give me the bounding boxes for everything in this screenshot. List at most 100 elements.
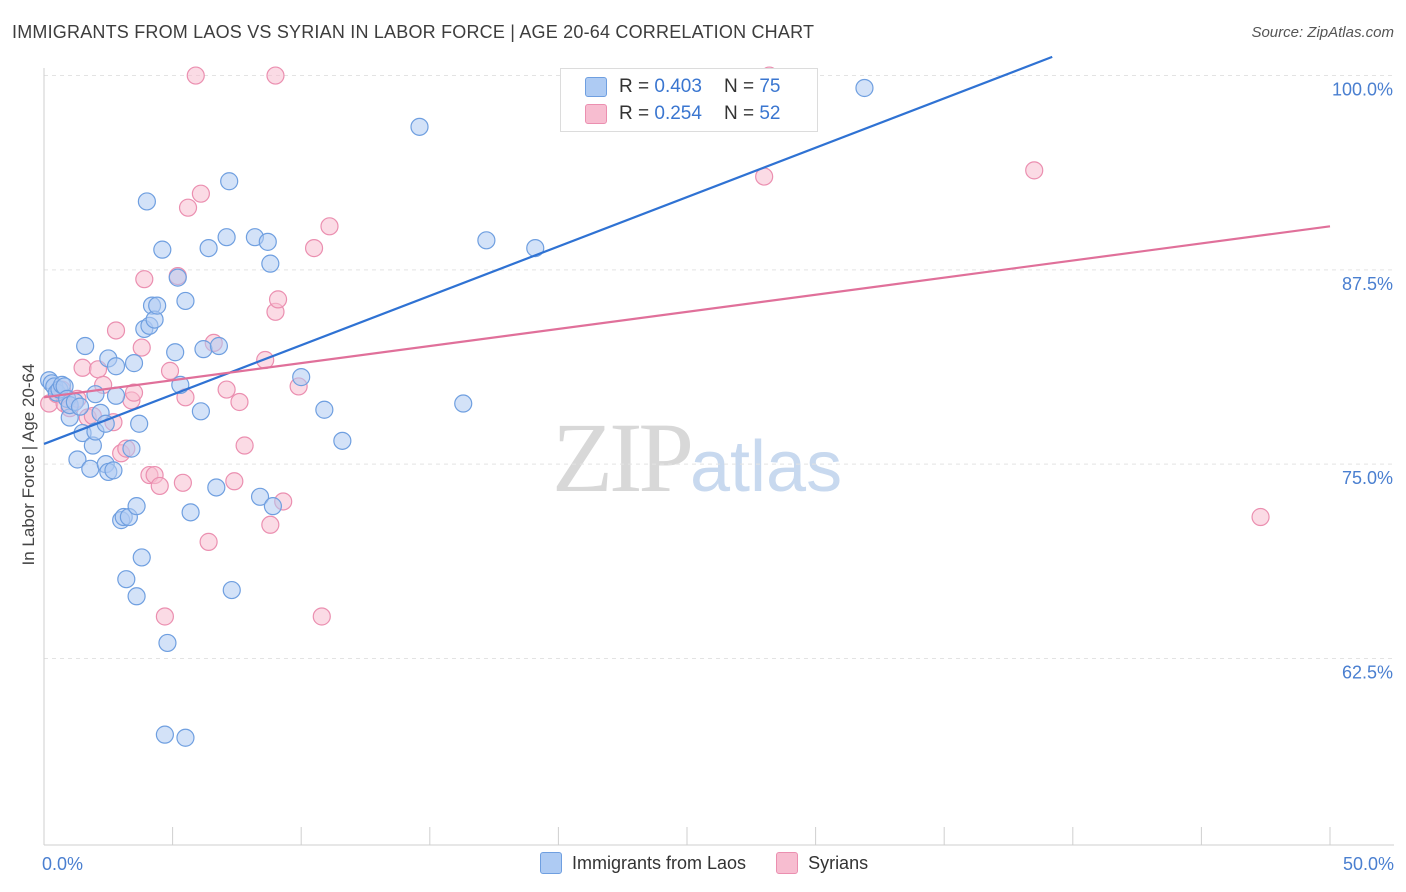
point-laos <box>153 240 172 259</box>
point-syrians <box>225 472 244 491</box>
point-syrians <box>320 217 339 236</box>
legend-r-value-laos: 0.403 <box>654 76 702 97</box>
trendline-laos <box>43 55 1053 445</box>
point-syrians <box>73 358 92 377</box>
point-laos <box>117 570 136 589</box>
trendline-syrians <box>43 225 1331 399</box>
point-laos <box>106 386 126 405</box>
point-syrians <box>261 515 280 534</box>
series-legend: Immigrants from Laos Syrians <box>540 852 868 874</box>
point-laos <box>76 336 95 356</box>
point-syrians <box>160 361 180 380</box>
point-laos <box>168 268 187 287</box>
point-syrians <box>268 290 288 309</box>
point-syrians <box>304 238 324 258</box>
syrians-legend-swatch <box>776 852 799 874</box>
point-laos <box>454 394 473 413</box>
point-laos <box>127 587 146 606</box>
point-laos <box>158 633 177 653</box>
stats-legend: R = 0.403 N = 75 R = 0.254 N = 52 <box>560 68 818 132</box>
point-syrians <box>132 338 151 357</box>
point-laos <box>194 340 213 359</box>
point-syrians <box>1025 161 1044 180</box>
point-syrians <box>235 436 254 455</box>
point-laos <box>70 397 90 416</box>
point-laos <box>132 548 151 567</box>
y-tick-label: 75.0% <box>1342 468 1393 488</box>
point-syrians <box>155 607 174 626</box>
point-syrians <box>124 383 144 402</box>
point-laos <box>166 343 185 362</box>
point-syrians <box>186 66 205 85</box>
point-laos <box>477 231 496 250</box>
point-laos <box>176 291 195 311</box>
point-laos <box>155 725 174 744</box>
legend-r-value-syrians: 0.254 <box>654 103 702 124</box>
y-tick-label: 87.5% <box>1342 274 1393 294</box>
point-laos <box>124 354 144 373</box>
point-laos <box>220 172 239 191</box>
point-laos <box>127 497 146 516</box>
point-laos <box>209 336 228 356</box>
point-laos <box>250 487 270 506</box>
point-laos <box>333 431 352 450</box>
point-laos <box>855 78 874 98</box>
point-laos <box>181 503 200 522</box>
point-laos <box>207 478 226 497</box>
point-laos <box>292 368 311 387</box>
syrians-swatch <box>585 104 607 124</box>
point-laos <box>410 117 429 136</box>
point-laos <box>176 728 195 747</box>
point-laos <box>148 296 167 315</box>
y-tick-label: 62.5% <box>1342 662 1393 682</box>
watermark: ZIPatlas <box>552 400 842 515</box>
point-laos <box>222 580 241 600</box>
legend-n-value-syrians: 52 <box>759 103 781 124</box>
watermark-zip: ZIP <box>552 402 694 513</box>
legend-row-laos: R = 0.403 N = 75 <box>585 74 780 100</box>
point-syrians <box>199 532 218 551</box>
x-tick-label: 50.0% <box>1343 854 1394 874</box>
point-laos <box>199 238 218 258</box>
point-syrians <box>135 270 154 289</box>
point-laos <box>263 497 283 516</box>
x-tick-label: 0.0% <box>42 854 83 874</box>
point-laos <box>130 414 149 433</box>
point-laos <box>68 450 87 469</box>
point-laos <box>122 439 141 458</box>
point-laos <box>261 254 280 273</box>
point-syrians <box>266 66 285 85</box>
source-credit: Source: ZipAtlas.com <box>1251 24 1394 41</box>
legend-item-laos: Immigrants from Laos <box>572 852 747 873</box>
legend-n-label: N = <box>723 103 755 124</box>
point-syrians <box>217 380 236 399</box>
y-axis-label: In Labor Force | Age 20-64 <box>19 364 38 566</box>
point-syrians <box>178 198 198 217</box>
legend-item-syrians: Syrians <box>808 852 869 873</box>
point-laos <box>106 357 126 376</box>
y-tick-label: 100.0% <box>1332 80 1393 100</box>
point-syrians <box>230 392 249 412</box>
legend-r-label: R = <box>619 103 650 124</box>
watermark-atlas: atlas <box>690 427 843 507</box>
point-syrians <box>150 476 169 496</box>
point-laos <box>258 232 277 251</box>
legend-r-label: R = <box>619 76 650 97</box>
point-laos <box>81 459 100 478</box>
chart-title: IMMIGRANTS FROM LAOS VS SYRIAN IN LABOR … <box>12 22 815 42</box>
point-laos <box>217 228 236 247</box>
point-laos <box>191 402 210 421</box>
point-syrians <box>106 321 126 340</box>
point-laos <box>104 461 123 480</box>
point-syrians <box>191 184 210 203</box>
laos-swatch <box>585 77 607 97</box>
point-syrians <box>173 473 192 492</box>
legend-n-value-laos: 75 <box>759 76 781 97</box>
point-syrians <box>1251 507 1270 527</box>
legend-row-syrians: R = 0.254 N = 52 <box>585 101 780 127</box>
point-laos <box>86 385 105 404</box>
laos-legend-swatch <box>540 852 562 874</box>
point-syrians <box>312 607 331 626</box>
point-laos <box>526 238 545 258</box>
